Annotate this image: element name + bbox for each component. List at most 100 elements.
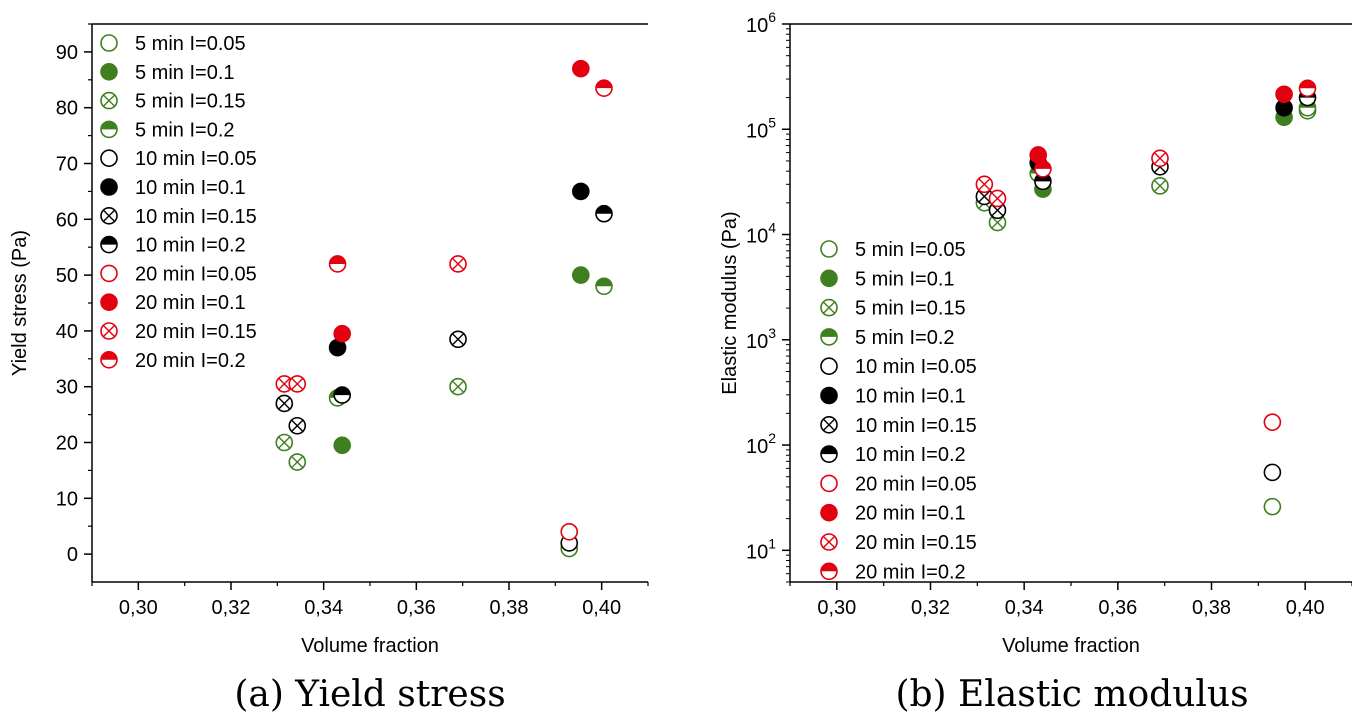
x-tick-label: 0,38 [490, 597, 529, 619]
legend-marker [820, 562, 838, 581]
legend-label: 5 min I=0.05 [855, 239, 966, 261]
x-tick-label: 0,36 [397, 597, 436, 619]
legend-marker [820, 503, 838, 522]
legend-marker [820, 474, 838, 493]
x-axis-label: Volume fraction [301, 635, 439, 657]
x-tick-label: 0,34 [1005, 597, 1044, 619]
legend-marker [100, 264, 118, 283]
legend-marker [820, 357, 838, 376]
legend-label: 20 min I=0.2 [135, 350, 246, 372]
y-tick-label: 102 [746, 430, 776, 458]
x-tick-label: 0,36 [1098, 597, 1137, 619]
data-point [449, 377, 467, 396]
legend-marker [820, 386, 838, 405]
data-point [1275, 85, 1293, 104]
legend-label: 10 min I=0.2 [135, 235, 246, 257]
yield-stress-panel: 0,30 0,32 0,34 0,36 0,38 0,40 0 10 20 30 40 50 60 70 8… [9, 23, 649, 715]
data-point [572, 266, 590, 284]
legend-label: 5 min I=0.15 [135, 91, 246, 113]
y-tick-label: 80 [56, 98, 78, 120]
data-point [333, 436, 352, 455]
data-point [975, 175, 994, 194]
legend-label: 20 min I=0.15 [855, 532, 977, 554]
legend-marker [100, 235, 118, 254]
x-tick-label: 0,40 [1286, 597, 1325, 619]
y-tick-label: 106 [746, 9, 776, 37]
data-point [595, 204, 613, 223]
data-point [333, 386, 352, 404]
x-tick-label: 0,30 [119, 597, 158, 619]
data-point [988, 189, 1007, 208]
legend-label: 5 min I=0.1 [135, 62, 235, 84]
legend-label: 20 min I=0.05 [855, 473, 977, 495]
y-tick-label: 105 [746, 114, 776, 142]
data-point [288, 375, 307, 393]
data-point [449, 255, 467, 273]
data-point [1151, 149, 1169, 168]
x-tick-label: 0,34 [304, 597, 343, 619]
legend-marker [100, 322, 118, 340]
legend-marker [820, 415, 838, 434]
y-tick-label: 60 [56, 209, 78, 231]
data-point [275, 394, 294, 413]
y-tick-label: 103 [746, 325, 776, 353]
data-point [988, 213, 1007, 232]
legend-marker [100, 63, 118, 81]
legend-label: 20 min I=0.1 [135, 292, 246, 314]
legend-label: 5 min I=0.2 [855, 327, 955, 349]
legend-marker [100, 34, 118, 52]
legend-label: 20 min I=0.2 [855, 561, 966, 583]
data-point [1298, 79, 1317, 98]
y-tick-label: 20 [56, 433, 78, 455]
y-tick-label: 70 [56, 154, 78, 176]
legend-label: 5 min I=0.15 [855, 298, 966, 320]
y-axis-label: Elastic modulus (Pa) [719, 211, 741, 394]
legend-label: 10 min I=0.15 [855, 415, 977, 437]
data-point [333, 324, 352, 343]
elastic-modulus-panel: 0,30 0,32 0,34 0,36 0,38 0,40 101 102 103 104 105 1… [719, 9, 1352, 715]
y-tick-label: 101 [746, 535, 776, 563]
legend-label: 10 min I=0.05 [135, 148, 257, 170]
legend-marker [820, 240, 838, 258]
legend-marker [100, 207, 118, 225]
data-point [595, 277, 613, 296]
legend-label: 5 min I=0.1 [855, 268, 955, 290]
x-tick-label: 0,40 [582, 597, 621, 619]
data-point [275, 433, 294, 452]
x-tick-label: 0,32 [212, 597, 251, 619]
data-point [1151, 177, 1169, 195]
figure-caption: (b) Elastic modulus [895, 674, 1248, 715]
legend-marker [100, 91, 118, 110]
legend-marker [100, 178, 118, 196]
data-point [1263, 463, 1282, 482]
legend-label: 10 min I=0.1 [135, 177, 246, 199]
y-tick-label: 40 [56, 321, 78, 343]
legend-marker [100, 293, 118, 312]
legend-marker [820, 298, 838, 317]
y-axis-label: Yield stress (Pa) [9, 230, 31, 376]
data-point [1263, 497, 1282, 516]
legend-marker [820, 269, 838, 288]
x-axis-label: Volume fraction [1002, 635, 1140, 657]
y-tick-label: 90 [56, 42, 78, 64]
legend-marker [100, 120, 118, 139]
figure-caption: (a) Yield stress [234, 674, 505, 715]
legend-label: 20 min I=0.05 [135, 263, 257, 285]
y-tick-label: 50 [56, 265, 78, 287]
legend-label: 10 min I=0.15 [135, 206, 257, 228]
x-tick-label: 0,38 [1192, 597, 1231, 619]
legend-marker [820, 533, 838, 551]
legend-label: 10 min I=0.1 [855, 386, 966, 408]
data-point [1263, 413, 1282, 431]
legend-label: 20 min I=0.15 [135, 321, 257, 343]
data-point [449, 330, 467, 349]
y-tick-label: 30 [56, 377, 78, 399]
y-tick-label: 0 [67, 544, 78, 566]
x-tick-label: 0,30 [817, 597, 856, 619]
x-tick-label: 0,32 [911, 597, 950, 619]
data-point [328, 255, 347, 273]
y-tick-label: 10 [56, 488, 78, 510]
legend-marker [100, 149, 118, 167]
data-point [560, 522, 579, 541]
